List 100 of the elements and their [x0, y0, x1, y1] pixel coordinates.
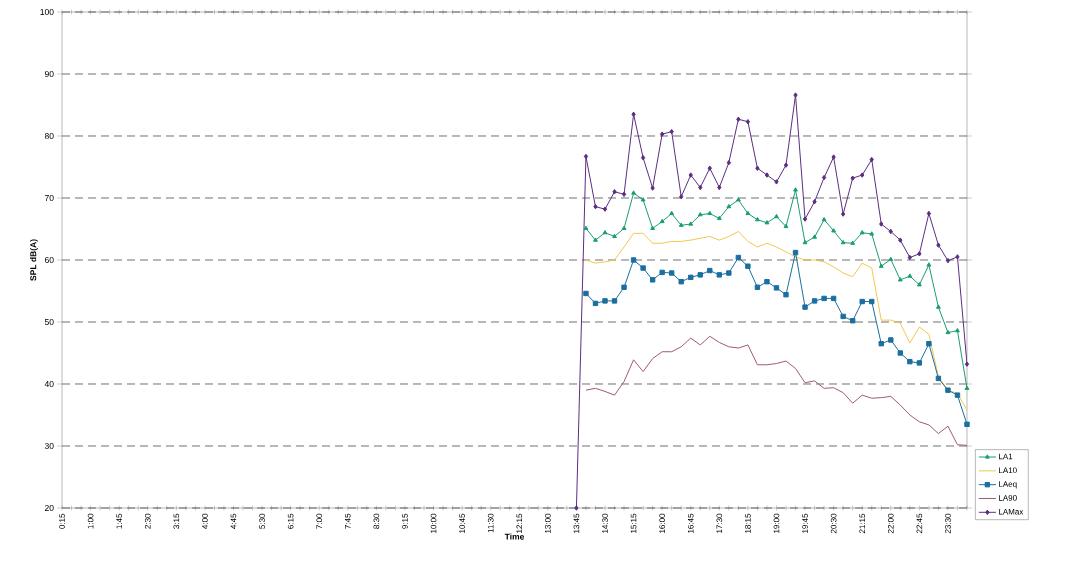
point [669, 128, 674, 135]
point [650, 185, 655, 191]
y-tick-label: 30 [44, 442, 54, 449]
legend-label: LAMax [999, 508, 1024, 515]
x-tick-label: 16:00 [659, 513, 665, 533]
x-tick-label: 17:30 [716, 513, 723, 533]
point [859, 298, 865, 305]
x-tick-label: 4:00 [202, 513, 208, 529]
point [831, 228, 837, 233]
legend-label: LA10 [999, 467, 1017, 474]
x-tick-label: 19:45 [802, 513, 808, 533]
point [754, 284, 761, 290]
x-tick-label: 7:45 [345, 513, 351, 529]
point [574, 505, 579, 511]
legend-label: LAeq [999, 481, 1017, 489]
point [850, 240, 856, 245]
point [888, 337, 894, 343]
point [945, 257, 951, 264]
point [878, 340, 884, 347]
point [869, 231, 875, 236]
point [612, 189, 617, 195]
point [926, 262, 932, 267]
point [717, 184, 722, 191]
point [907, 254, 912, 261]
point [736, 116, 741, 122]
point [831, 154, 836, 160]
point [802, 304, 808, 310]
point [602, 230, 608, 235]
point [869, 298, 875, 305]
point [841, 211, 846, 217]
x-tick-label: 13:45 [573, 513, 580, 533]
point [669, 210, 675, 216]
point [859, 230, 865, 235]
point [698, 184, 703, 191]
point [840, 313, 846, 320]
legend-label: LA1 [999, 453, 1013, 460]
x-tick-label: 8:30 [373, 513, 380, 529]
point [688, 172, 693, 178]
x-axis-title: Time [504, 533, 525, 540]
point [917, 251, 922, 257]
point [745, 210, 751, 216]
point [726, 159, 731, 166]
point [745, 119, 751, 125]
point [821, 174, 827, 181]
point [764, 278, 770, 285]
point [945, 387, 951, 393]
y-tick-label: 70 [44, 194, 54, 201]
point [793, 92, 798, 98]
point [821, 295, 827, 302]
x-tick-label: 1:00 [87, 513, 94, 529]
point [612, 233, 617, 239]
x-tick-label: 5:30 [259, 513, 265, 529]
point [649, 277, 656, 283]
point [755, 165, 760, 171]
point [954, 392, 961, 398]
point [955, 327, 960, 333]
x-tick-label: 20:30 [830, 513, 837, 534]
point [964, 385, 970, 390]
point [640, 197, 646, 202]
y-tick-label: 90 [44, 70, 54, 77]
point [678, 278, 684, 285]
point [583, 290, 589, 297]
x-tick-label: 4:45 [230, 513, 237, 529]
point [764, 172, 770, 178]
point [735, 197, 741, 202]
point [726, 203, 732, 209]
x-tick-label: 14:30 [602, 513, 608, 533]
point [583, 225, 589, 230]
point [679, 194, 684, 200]
point [783, 162, 789, 168]
point [869, 156, 874, 163]
x-tick-label: 10:45 [459, 513, 465, 533]
point [773, 285, 780, 291]
point [631, 111, 636, 117]
point [716, 215, 722, 221]
point [593, 237, 598, 242]
point [878, 263, 884, 268]
point [926, 340, 932, 347]
point [678, 222, 684, 227]
point [916, 360, 923, 366]
x-tick-label: 7:00 [316, 513, 323, 529]
point [964, 361, 970, 367]
point [707, 165, 712, 171]
line-series [585, 335, 967, 446]
point [936, 242, 941, 248]
point [955, 254, 960, 260]
point [668, 270, 675, 276]
point [783, 223, 789, 229]
x-tick-label: 13:00 [545, 513, 551, 533]
point [879, 221, 884, 227]
point [593, 203, 598, 210]
point [849, 318, 856, 324]
x-tick-label: 23:30 [945, 513, 951, 534]
x-tick-label: 16:45 [687, 513, 694, 533]
x-tick-label: 2:30 [144, 513, 151, 529]
point [793, 187, 798, 192]
point [621, 191, 627, 197]
point [850, 175, 855, 181]
point [840, 239, 846, 245]
point [602, 298, 608, 304]
